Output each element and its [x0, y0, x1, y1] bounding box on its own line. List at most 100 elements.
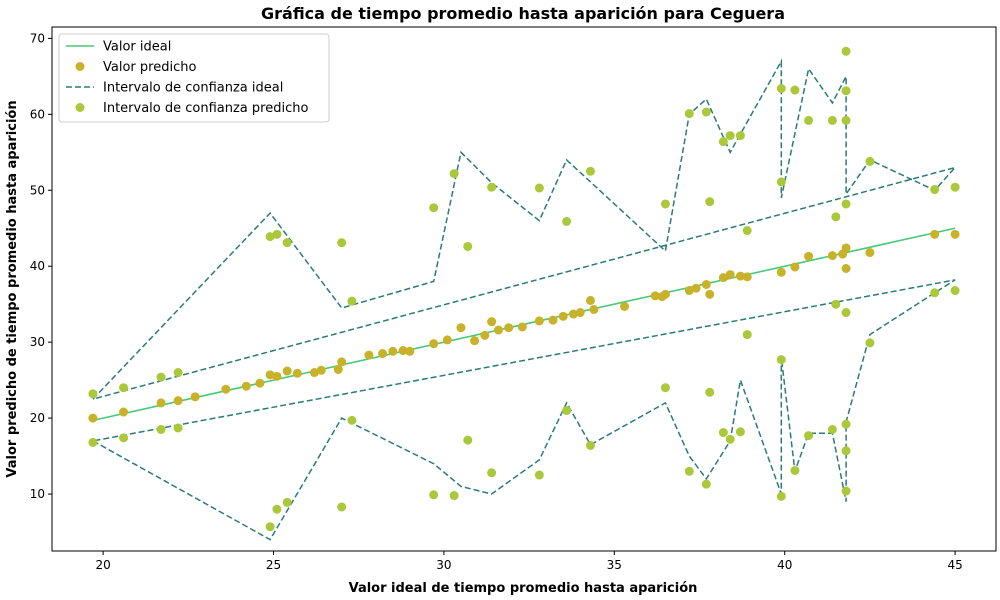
ci-predicted-point-3 [119, 433, 129, 443]
x-tick-label-5: 45 [947, 558, 962, 572]
ci-predicted-point-63 [841, 446, 851, 456]
ci-predicted-point-62 [841, 86, 851, 96]
ci-predicted-point-17 [347, 415, 357, 425]
predicted-point-30 [534, 316, 544, 326]
ci-predicted-point-29 [562, 406, 572, 416]
legend-label-3: Intervalo de confianza predicho [103, 101, 308, 116]
ci-predicted-point-11 [272, 504, 282, 514]
predicted-point-43 [701, 279, 711, 289]
ci-predicted-point-25 [487, 468, 497, 478]
ci-predicted-point-21 [449, 491, 459, 501]
ci-predicted-point-13 [282, 497, 292, 507]
ci-predicted-point-68 [865, 156, 875, 166]
predicted-point-33 [568, 309, 578, 319]
ci-predicted-point-72 [950, 182, 960, 192]
ci-predicted-point-32 [660, 199, 670, 209]
ci-predicted-point-66 [841, 199, 851, 209]
y-axis-label: Valor predicho de tiempo promedio hasta … [5, 100, 20, 477]
predicted-point-52 [827, 251, 837, 261]
ci-predicted-point-34 [684, 109, 694, 119]
predicted-point-9 [272, 371, 282, 381]
x-tick-label-4: 40 [777, 558, 792, 572]
ci-predicted-point-26 [534, 183, 544, 193]
ci-predicted-point-28 [562, 216, 572, 226]
ci-predicted-point-56 [827, 115, 837, 125]
ci-predicted-point-20 [449, 169, 459, 179]
ci-predicted-point-2 [119, 383, 129, 393]
ci-predicted-point-70 [930, 185, 940, 195]
predicted-point-4 [190, 392, 200, 402]
predicted-point-56 [865, 248, 875, 258]
predicted-point-13 [316, 365, 326, 375]
predicted-point-32 [558, 311, 568, 321]
predicted-point-45 [718, 273, 728, 283]
y-tick-label-2: 30 [30, 335, 45, 349]
ci-predicted-point-33 [660, 383, 670, 393]
ci-predicted-point-60 [841, 46, 851, 56]
predicted-point-46 [725, 270, 735, 280]
ci-predicted-point-58 [831, 212, 841, 222]
predicted-point-14 [333, 364, 343, 374]
plot-frame [51, 26, 997, 552]
ci-predicted-point-71 [930, 288, 940, 298]
legend-swatch-ci-predicted [75, 103, 85, 112]
ci-predicted-point-12 [282, 238, 292, 248]
predicted-point-25 [480, 330, 490, 340]
y-tick-label-4: 50 [30, 183, 45, 197]
predicted-point-2 [156, 398, 166, 408]
predicted-point-6 [241, 381, 251, 391]
ci-predicted-point-61 [841, 486, 851, 496]
ci-predicted-point-35 [684, 466, 694, 476]
ci-predicted-point-48 [776, 84, 786, 94]
predicted-point-5 [221, 384, 231, 394]
ci-predicted-point-7 [173, 423, 183, 433]
ci-predicted-point-31 [585, 440, 595, 450]
ci-predicted-point-69 [865, 338, 875, 348]
predicted-point-40 [660, 289, 670, 299]
predicted-point-24 [470, 336, 480, 346]
predicted-point-19 [398, 346, 408, 356]
ci-predicted-point-39 [705, 387, 715, 397]
y-tick-label-3: 40 [30, 259, 45, 273]
ci-predicted-point-22 [463, 241, 473, 251]
predicted-point-23 [456, 323, 466, 333]
predicted-point-50 [790, 262, 800, 272]
legend-label-1: Valor predicho [103, 60, 196, 75]
predicted-point-16 [364, 350, 374, 360]
predicted-point-57 [930, 229, 940, 239]
ci-predicted-point-43 [725, 434, 735, 444]
ci-predicted-point-65 [841, 419, 851, 429]
y-tick-label-5: 60 [30, 107, 45, 121]
ci-predicted-point-40 [718, 137, 728, 147]
predicted-point-36 [589, 305, 599, 315]
legend-swatch-predicted [75, 62, 85, 71]
predicted-point-8 [265, 370, 275, 380]
ci-predicted-point-16 [347, 296, 357, 306]
predicted-point-12 [309, 368, 319, 378]
ci-predicted-point-42 [725, 131, 735, 141]
predicted-point-47 [735, 271, 745, 281]
legend-label-0: Valor ideal [103, 40, 171, 55]
ci-predicted-point-0 [88, 389, 98, 399]
x-tick-label-0: 20 [95, 558, 110, 572]
x-tick-label-2: 30 [436, 558, 451, 572]
predicted-point-54 [841, 263, 851, 273]
ci-predicted-point-24 [487, 182, 497, 192]
predicted-point-21 [429, 339, 439, 349]
x-tick-label-1: 25 [266, 558, 281, 572]
predicted-point-22 [442, 335, 452, 345]
ci-predicted-point-67 [841, 308, 851, 318]
ci-predicted-point-38 [705, 197, 715, 207]
ci-predicted-point-46 [742, 226, 752, 236]
predicted-point-3 [173, 396, 183, 406]
ci-predicted-point-15 [337, 502, 347, 512]
ci-predicted-point-5 [156, 424, 166, 434]
ci-predicted-point-57 [827, 424, 837, 434]
ci-predicted-point-18 [429, 203, 439, 213]
ci-predicted-point-14 [337, 238, 347, 248]
legend-label-2: Intervalo de confianza ideal [103, 81, 283, 96]
y-tick-label-6: 70 [30, 31, 45, 45]
predicted-point-11 [292, 368, 302, 378]
predicted-point-7 [255, 378, 265, 388]
predicted-point-15 [337, 357, 347, 367]
